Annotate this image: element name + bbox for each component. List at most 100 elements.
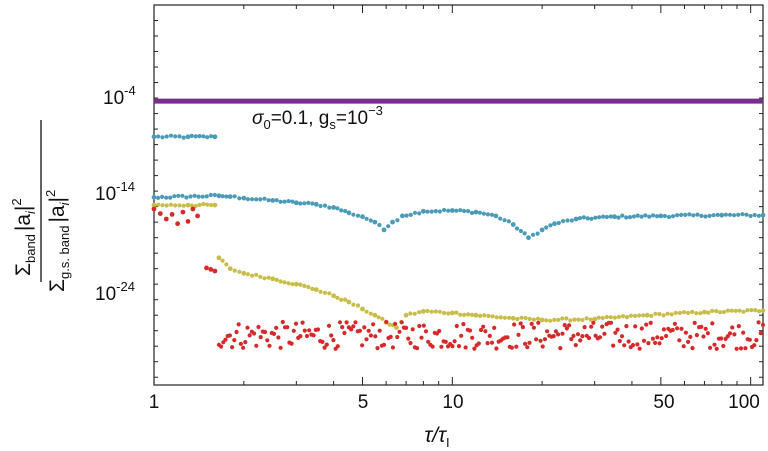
data-point [310,201,315,206]
data-point [180,193,185,198]
data-point [393,321,398,326]
data-point [597,335,603,340]
data-point [234,329,239,335]
data-point [311,333,316,338]
data-point [692,320,697,325]
data-point [669,312,674,317]
data-point [197,202,202,208]
data-point [151,202,157,208]
data-point [300,320,305,325]
data-point [282,280,287,285]
data-point [714,309,719,314]
data-point [699,324,704,329]
data-point [633,313,638,318]
data-point [381,227,387,233]
data-point [173,203,178,208]
data-point [486,313,491,318]
data-point [208,267,214,272]
data-point [360,306,365,312]
data-point [511,322,517,327]
data-point [470,335,475,340]
data-point [573,343,578,348]
data-point [322,345,327,350]
data-point [672,321,678,326]
data-point [346,299,352,305]
data-point [364,216,369,221]
data-point [212,192,217,198]
data-point [748,213,753,219]
data-point [433,309,438,314]
data-point [201,134,206,139]
data-point [160,203,165,208]
data-point [572,317,577,322]
data-point [616,314,622,319]
data-point [686,339,691,344]
data-point [168,133,174,138]
data-point [278,279,283,284]
data-point [723,212,729,217]
data-point [443,339,448,344]
data-point [485,212,490,217]
data-point [536,320,541,325]
data-point [339,297,344,302]
data-point [185,219,191,224]
data-point [683,212,688,217]
data-point [654,214,660,219]
data-point [204,194,209,199]
data-point [302,283,307,288]
data-point [286,281,291,286]
data-series [151,98,766,351]
data-point [622,343,627,348]
data-point [437,328,442,334]
data-point [310,286,315,291]
data-point [331,293,336,299]
data-point [410,327,415,332]
data-point [343,297,348,302]
data-point [551,334,556,339]
data-point [604,214,610,220]
data-point [185,134,191,140]
data-point [322,203,328,208]
data-point [181,203,186,208]
data-point [439,344,444,349]
data-point [492,325,497,330]
data-point [412,311,417,316]
data-point [588,317,593,322]
data-point [567,323,572,328]
data-point [442,310,447,316]
data-point [466,312,471,317]
data-point [156,195,161,200]
data-point [612,315,618,320]
data-point [522,231,527,236]
data-point [368,333,373,338]
data-point [204,265,209,271]
data-point [494,346,499,351]
data-point [741,330,746,335]
data-point [565,218,570,223]
data-point [641,313,646,318]
data-point [351,324,356,329]
data-point [662,213,668,219]
data-point [637,313,642,318]
data-point [687,212,692,217]
data-point [335,344,340,349]
data-point [168,195,173,200]
data-point [258,197,263,202]
data-point [164,203,169,208]
data-point [265,338,270,343]
series-red [151,206,766,351]
data-point [510,315,516,321]
data-point [597,215,602,220]
data-point [357,328,362,333]
data-point [679,212,684,217]
data-point [429,209,434,214]
data-point [270,276,276,282]
data-point [760,212,766,218]
data-point [624,215,629,220]
data-point [425,209,430,214]
data-point [690,346,695,351]
data-point [472,346,477,351]
data-point [706,310,711,315]
data-point [564,316,569,321]
data-point [544,318,549,323]
